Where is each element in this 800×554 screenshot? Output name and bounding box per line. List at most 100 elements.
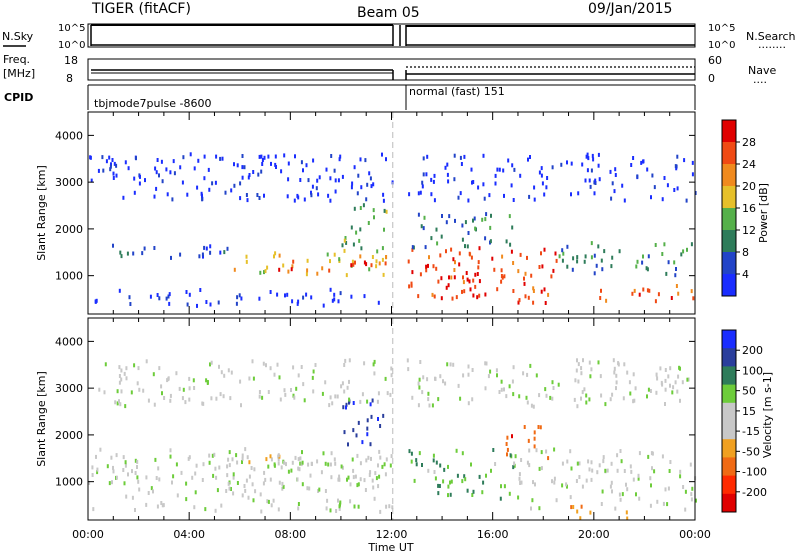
data-cell <box>528 463 531 468</box>
data-cell <box>310 190 312 195</box>
data-cell <box>89 155 92 160</box>
data-cell <box>437 483 440 488</box>
data-cell <box>218 465 221 470</box>
data-cell <box>446 362 449 367</box>
data-cell <box>428 403 431 408</box>
data-cell <box>474 226 477 231</box>
data-cell <box>666 502 669 507</box>
data-cell <box>551 479 553 484</box>
power-scatter-region <box>112 243 229 260</box>
data-cell <box>440 276 443 281</box>
data-cell <box>124 160 127 165</box>
data-cell <box>589 184 592 189</box>
data-cell <box>502 168 505 173</box>
data-cell <box>205 246 208 251</box>
data-cell <box>544 301 547 305</box>
data-cell <box>682 485 685 489</box>
colorbar-tick-label: 4 <box>742 268 749 281</box>
data-cell <box>417 381 420 386</box>
data-cell <box>471 493 474 497</box>
data-cell <box>494 173 497 178</box>
data-cell <box>90 178 93 183</box>
data-cell <box>664 487 667 492</box>
data-cell <box>312 369 315 374</box>
data-cell <box>673 188 676 192</box>
data-cell <box>526 372 529 377</box>
data-cell <box>572 256 575 261</box>
data-cell <box>518 298 521 303</box>
x-axis-label: Time UT <box>367 541 413 554</box>
velocity-panel: 1000 2000 3000 4000 Slant Range [km] <box>35 317 697 521</box>
data-cell <box>427 468 430 473</box>
data-cell <box>585 400 588 405</box>
data-cell <box>209 302 212 307</box>
colorbar-swatch <box>722 493 736 513</box>
data-cell <box>244 447 247 452</box>
data-cell <box>338 506 341 511</box>
data-cell <box>613 370 616 375</box>
data-cell <box>331 401 334 406</box>
data-cell <box>88 480 91 485</box>
data-cell <box>470 462 472 467</box>
data-cell <box>269 290 272 294</box>
data-cell <box>266 265 269 270</box>
colorbar-swatch <box>722 457 736 477</box>
data-cell <box>511 434 513 439</box>
noise-tick-right-top: 10^5 <box>708 23 735 34</box>
data-cell <box>596 470 599 475</box>
data-cell <box>493 267 496 272</box>
data-cell <box>642 159 644 164</box>
data-cell <box>500 379 503 384</box>
data-cell <box>533 430 536 435</box>
y-tick-label: 1000 <box>55 270 83 283</box>
data-cell <box>186 302 189 307</box>
data-cell <box>283 153 286 158</box>
data-cell <box>173 171 176 176</box>
data-cell <box>350 294 353 299</box>
data-cell <box>647 454 650 459</box>
data-cell <box>566 459 569 464</box>
data-cell <box>408 284 411 289</box>
data-cell <box>204 507 207 512</box>
data-cell <box>674 164 677 169</box>
data-cell <box>418 385 421 390</box>
data-cell <box>585 478 588 483</box>
data-cell <box>464 244 466 249</box>
data-cell <box>274 162 277 167</box>
data-cell <box>220 503 223 508</box>
data-cell <box>355 230 358 235</box>
data-cell <box>329 198 332 203</box>
data-cell <box>120 389 123 394</box>
data-cell <box>432 458 435 463</box>
data-cell <box>257 172 260 177</box>
data-cell <box>293 395 296 400</box>
data-cell <box>95 454 97 459</box>
data-cell <box>616 453 619 458</box>
data-cell <box>101 155 104 160</box>
power-colorbar-label: Power [dB] <box>757 183 770 243</box>
data-cell <box>604 402 607 407</box>
data-cell <box>273 462 276 467</box>
data-cell <box>240 296 243 301</box>
data-cell <box>339 500 342 505</box>
data-cell <box>538 393 541 398</box>
data-cell <box>472 218 474 223</box>
data-cell <box>533 197 536 202</box>
data-cell <box>630 163 633 167</box>
data-cell <box>651 466 653 471</box>
data-cell <box>636 259 639 264</box>
data-cell <box>92 507 95 512</box>
data-cell <box>142 388 145 393</box>
data-cell <box>518 394 521 399</box>
data-cell <box>420 224 423 229</box>
data-cell <box>422 375 425 380</box>
data-cell <box>377 417 379 421</box>
data-cell <box>439 463 442 468</box>
power-colorbar: 28 24 20 16 12 8 4 <box>721 119 756 297</box>
data-cell <box>169 170 172 175</box>
data-cell <box>408 449 411 454</box>
data-cell <box>618 492 621 497</box>
data-cell <box>500 387 503 392</box>
data-cell <box>529 363 532 368</box>
freq-tick-left-bottom: 8 <box>66 72 73 85</box>
